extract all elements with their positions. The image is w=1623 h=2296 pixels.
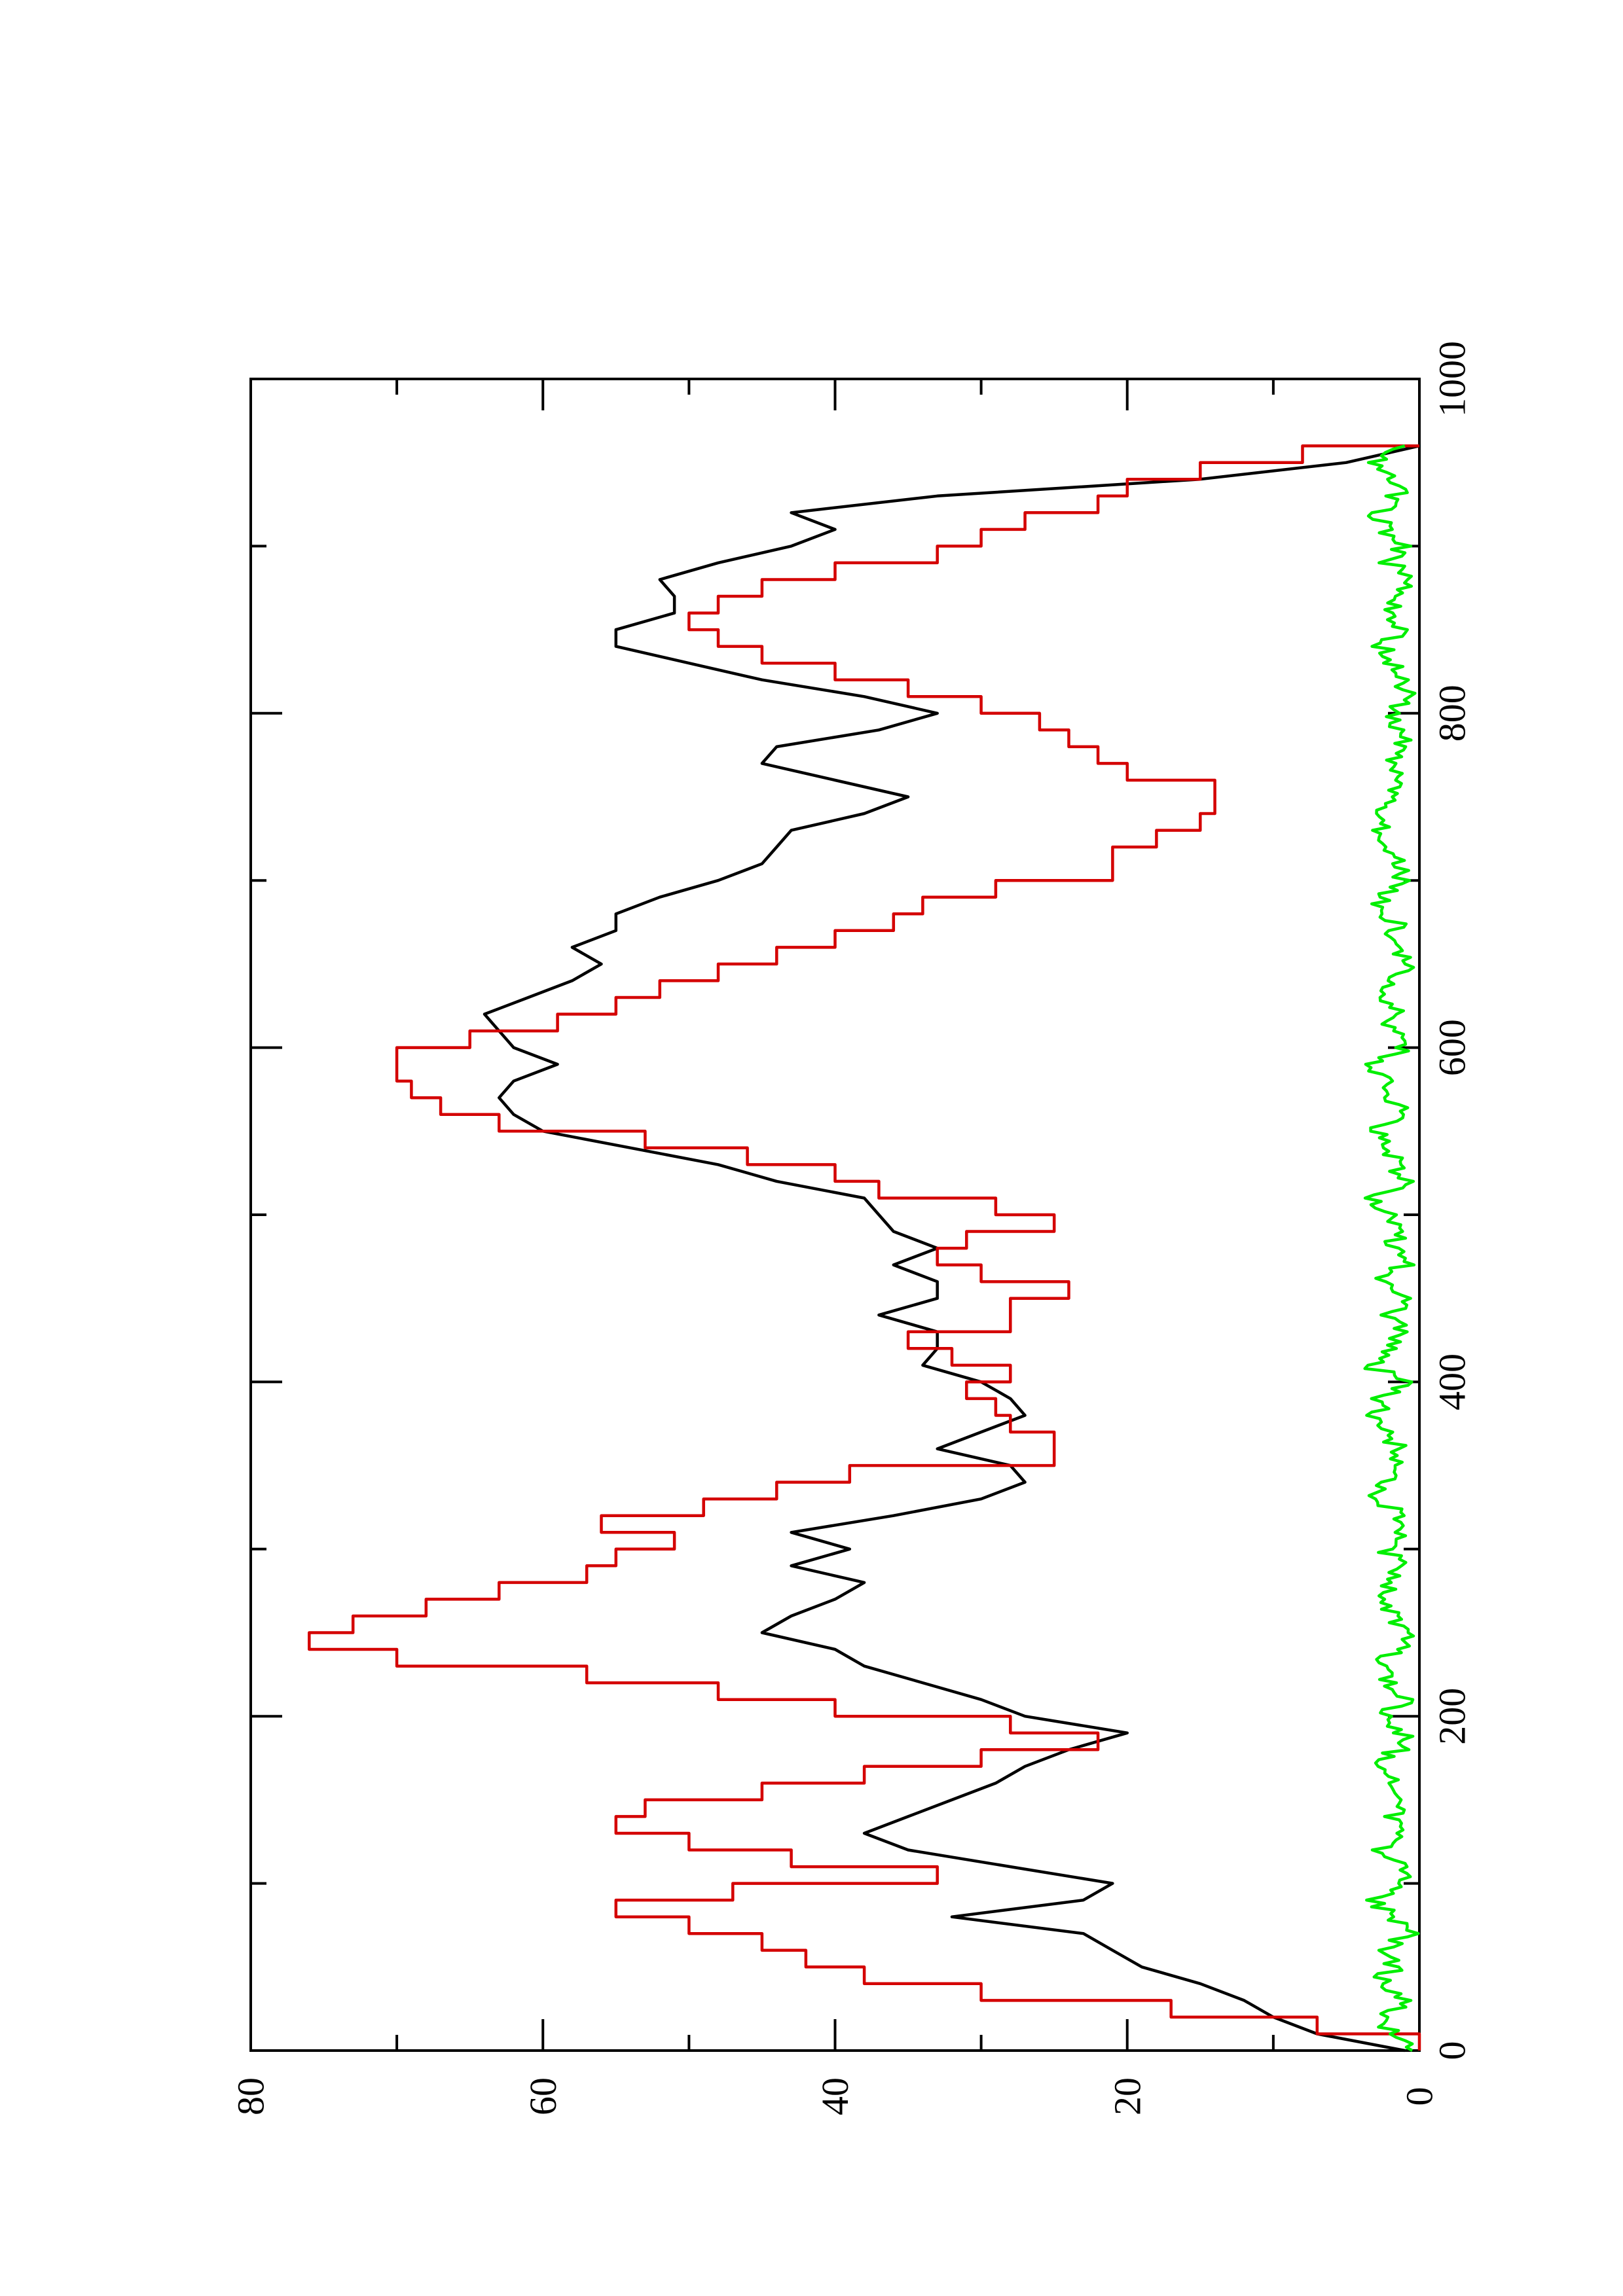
series-red-step-line [308,444,1421,2051]
x-tick-label: 600 [1431,1019,1474,1076]
x-tick-label: 0 [1431,2041,1474,2060]
y-tick-label: 60 [522,2077,564,2115]
y-tick-label: 40 [814,2077,856,2115]
y-tick-label: 0 [1398,2087,1441,2106]
x-tick-label: 800 [1431,685,1474,742]
plot-frame [249,378,1421,2052]
series-green-noise-line [1363,444,1420,2052]
y-tick-label: 80 [230,2077,272,2115]
series-group [308,444,1421,2053]
tick-marks [249,378,1421,2052]
tick-labels: 0 200 400 600 800 1000 0 20 40 60 80 [230,341,1474,2115]
x-tick-label: 400 [1431,1354,1474,1410]
y-tick-label: 20 [1106,2077,1148,2115]
x-tick-label: 200 [1431,1688,1474,1745]
x-tick-label: 1000 [1431,341,1474,417]
